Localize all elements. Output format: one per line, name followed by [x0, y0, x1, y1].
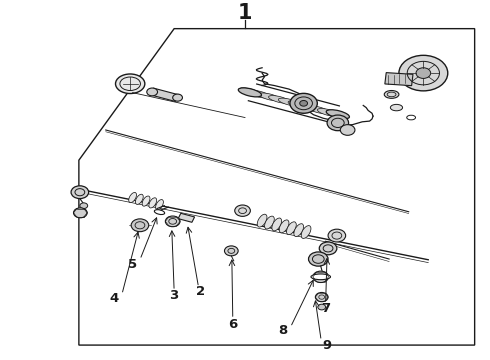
- Ellipse shape: [238, 88, 262, 97]
- Circle shape: [327, 115, 348, 131]
- Ellipse shape: [249, 90, 270, 98]
- Circle shape: [399, 55, 448, 91]
- Ellipse shape: [239, 88, 261, 95]
- Ellipse shape: [391, 104, 403, 111]
- Circle shape: [313, 271, 329, 283]
- Circle shape: [300, 100, 308, 106]
- Ellipse shape: [156, 199, 163, 210]
- Circle shape: [318, 304, 326, 310]
- Text: 4: 4: [110, 292, 119, 305]
- Text: 7: 7: [321, 302, 330, 315]
- Ellipse shape: [257, 214, 267, 227]
- Text: 5: 5: [128, 257, 137, 270]
- Circle shape: [71, 186, 89, 199]
- Ellipse shape: [308, 106, 329, 114]
- Ellipse shape: [172, 94, 182, 101]
- Ellipse shape: [287, 222, 296, 235]
- Circle shape: [416, 68, 431, 78]
- Circle shape: [328, 229, 345, 242]
- Text: 3: 3: [170, 289, 179, 302]
- Circle shape: [319, 242, 337, 255]
- Ellipse shape: [147, 88, 158, 96]
- Ellipse shape: [135, 194, 143, 204]
- Circle shape: [340, 125, 355, 135]
- Circle shape: [309, 252, 328, 266]
- Circle shape: [224, 246, 238, 256]
- Ellipse shape: [298, 103, 319, 111]
- Ellipse shape: [149, 198, 157, 208]
- Ellipse shape: [327, 111, 348, 119]
- Ellipse shape: [318, 108, 339, 116]
- Text: 9: 9: [322, 339, 332, 352]
- Circle shape: [235, 205, 250, 216]
- Ellipse shape: [294, 224, 304, 237]
- Circle shape: [316, 292, 328, 302]
- Ellipse shape: [129, 193, 137, 203]
- Text: 8: 8: [278, 324, 288, 337]
- Ellipse shape: [269, 95, 290, 103]
- Ellipse shape: [154, 210, 165, 215]
- Text: 2: 2: [196, 285, 206, 298]
- Ellipse shape: [278, 98, 299, 106]
- Ellipse shape: [265, 216, 274, 229]
- Ellipse shape: [142, 196, 150, 206]
- Circle shape: [165, 216, 180, 227]
- Ellipse shape: [272, 218, 282, 231]
- Ellipse shape: [288, 101, 309, 108]
- Ellipse shape: [259, 93, 280, 101]
- Text: 1: 1: [238, 3, 252, 23]
- Bar: [178, 213, 195, 222]
- Circle shape: [290, 93, 318, 113]
- Ellipse shape: [279, 220, 289, 233]
- Ellipse shape: [384, 90, 399, 98]
- Text: 6: 6: [228, 318, 238, 331]
- Ellipse shape: [311, 274, 331, 280]
- Circle shape: [131, 219, 149, 232]
- Circle shape: [74, 208, 87, 218]
- Ellipse shape: [407, 115, 416, 120]
- Circle shape: [80, 203, 88, 208]
- Ellipse shape: [116, 74, 145, 94]
- Ellipse shape: [326, 110, 349, 119]
- Bar: [385, 73, 413, 86]
- Bar: [150, 88, 179, 102]
- Ellipse shape: [301, 226, 311, 238]
